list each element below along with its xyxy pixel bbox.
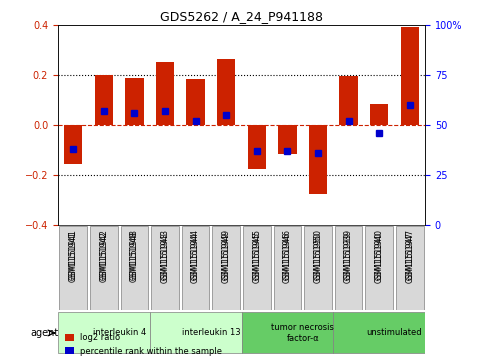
Bar [64, 125, 83, 164]
Text: GSM1151949: GSM1151949 [222, 232, 231, 282]
Bar [156, 62, 174, 125]
Text: GSM1151948: GSM1151948 [130, 229, 139, 280]
Text: GSM1151948: GSM1151948 [130, 232, 139, 282]
FancyBboxPatch shape [58, 313, 150, 354]
Text: GSM1151945: GSM1151945 [252, 229, 261, 280]
FancyBboxPatch shape [213, 225, 240, 310]
FancyBboxPatch shape [274, 225, 301, 310]
Bar [400, 26, 419, 125]
Text: GSM1151940: GSM1151940 [375, 232, 384, 282]
FancyBboxPatch shape [243, 225, 270, 310]
Bar [370, 104, 388, 125]
Text: GSM1151943: GSM1151943 [160, 229, 170, 280]
Text: agent: agent [30, 328, 58, 338]
Text: interleukin 4: interleukin 4 [93, 329, 146, 338]
Bar [278, 125, 297, 154]
Text: GSM1151941: GSM1151941 [69, 232, 78, 282]
Text: GSM1151947: GSM1151947 [405, 232, 414, 282]
Text: GSM1151946: GSM1151946 [283, 229, 292, 280]
Legend: log2 ratio, percentile rank within the sample: log2 ratio, percentile rank within the s… [62, 330, 226, 359]
Text: GSM1151949: GSM1151949 [222, 229, 231, 280]
Text: unstimulated: unstimulated [367, 329, 422, 338]
Text: tumor necrosis
factor-α: tumor necrosis factor-α [271, 323, 334, 343]
Text: GSM1151941: GSM1151941 [69, 229, 78, 280]
FancyBboxPatch shape [90, 225, 118, 310]
FancyBboxPatch shape [396, 225, 424, 310]
Bar [95, 75, 113, 125]
Text: GSM1151944: GSM1151944 [191, 229, 200, 280]
FancyBboxPatch shape [182, 225, 210, 310]
FancyBboxPatch shape [151, 225, 179, 310]
FancyBboxPatch shape [59, 225, 87, 310]
Text: GSM1151950: GSM1151950 [313, 229, 323, 280]
Text: GSM1151946: GSM1151946 [283, 232, 292, 282]
Text: GSM1151939: GSM1151939 [344, 229, 353, 280]
Bar [340, 77, 358, 125]
FancyBboxPatch shape [333, 313, 425, 354]
Text: GSM1151942: GSM1151942 [99, 232, 108, 282]
Text: GSM1151939: GSM1151939 [344, 232, 353, 282]
Text: interleukin 13: interleukin 13 [182, 329, 240, 338]
FancyBboxPatch shape [335, 225, 362, 310]
FancyBboxPatch shape [304, 225, 332, 310]
Text: GSM1151940: GSM1151940 [375, 229, 384, 280]
Bar [186, 79, 205, 125]
FancyBboxPatch shape [121, 225, 148, 310]
Bar [248, 125, 266, 169]
Text: GSM1151942: GSM1151942 [99, 229, 108, 280]
FancyBboxPatch shape [150, 313, 242, 354]
Text: GSM1151945: GSM1151945 [252, 232, 261, 282]
FancyBboxPatch shape [366, 225, 393, 310]
Text: GSM1151943: GSM1151943 [160, 232, 170, 282]
Bar [309, 125, 327, 193]
FancyBboxPatch shape [242, 313, 333, 354]
Text: GSM1151947: GSM1151947 [405, 229, 414, 280]
Text: GSM1151944: GSM1151944 [191, 232, 200, 282]
Bar [125, 78, 143, 125]
Bar [217, 59, 235, 125]
Title: GDS5262 / A_24_P941188: GDS5262 / A_24_P941188 [160, 10, 323, 23]
Text: GSM1151950: GSM1151950 [313, 232, 323, 282]
